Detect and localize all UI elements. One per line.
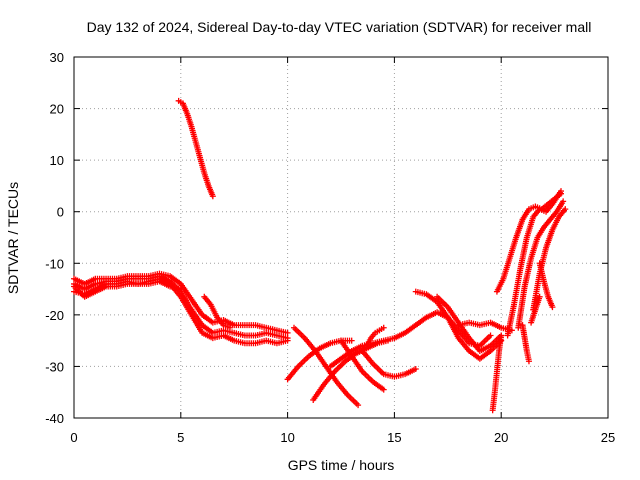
data-markers: [71, 97, 569, 414]
data-point-marker: [177, 286, 184, 293]
x-tick-label: 20: [494, 430, 508, 445]
data-point-marker: [355, 402, 362, 409]
gridlines: [74, 57, 608, 418]
x-tick-label: 15: [387, 430, 401, 445]
data-point-marker: [284, 337, 291, 344]
data-point-marker: [348, 337, 355, 344]
data-point-marker: [549, 304, 556, 311]
y-tick-label: -40: [45, 411, 64, 426]
x-axis-label: GPS time / hours: [288, 457, 395, 473]
data-point-marker: [380, 324, 387, 331]
y-tick-label: -20: [45, 308, 64, 323]
plot-frame: [73, 56, 609, 419]
chart-title: Day 132 of 2024, Sidereal Day-to-day VTE…: [87, 19, 592, 35]
y-tick-label: 0: [57, 205, 64, 220]
data-point-marker: [562, 206, 569, 213]
x-tick-label: 25: [601, 430, 615, 445]
data-point-marker: [498, 332, 505, 339]
x-tick-label: 0: [70, 430, 77, 445]
data-point-marker: [209, 193, 216, 200]
y-axis-label: SDTVAR / TECUs: [5, 182, 21, 294]
data-point-marker: [525, 358, 532, 365]
x-tick-label: 5: [177, 430, 184, 445]
data-point-marker: [226, 324, 233, 331]
data-point-marker: [412, 366, 419, 373]
data-point-marker: [487, 332, 494, 339]
y-tick-label: -30: [45, 359, 64, 374]
x-tick-label: 10: [280, 430, 294, 445]
data-point-marker: [560, 198, 567, 205]
data-point-marker: [558, 188, 565, 195]
x-tick-labels: 0 5 10 15 20 25: [70, 430, 615, 445]
y-tick-label: 10: [50, 153, 64, 168]
y-tick-labels: -40 -30 -20 -10 0 10 20 30: [45, 50, 64, 426]
data-point-marker: [380, 386, 387, 393]
y-tick-label: 20: [50, 102, 64, 117]
data-point-marker: [536, 293, 543, 300]
y-tick-label: 30: [50, 50, 64, 65]
tick-marks: [73, 56, 609, 419]
data-point-marker: [284, 329, 291, 336]
y-tick-label: -10: [45, 256, 64, 271]
